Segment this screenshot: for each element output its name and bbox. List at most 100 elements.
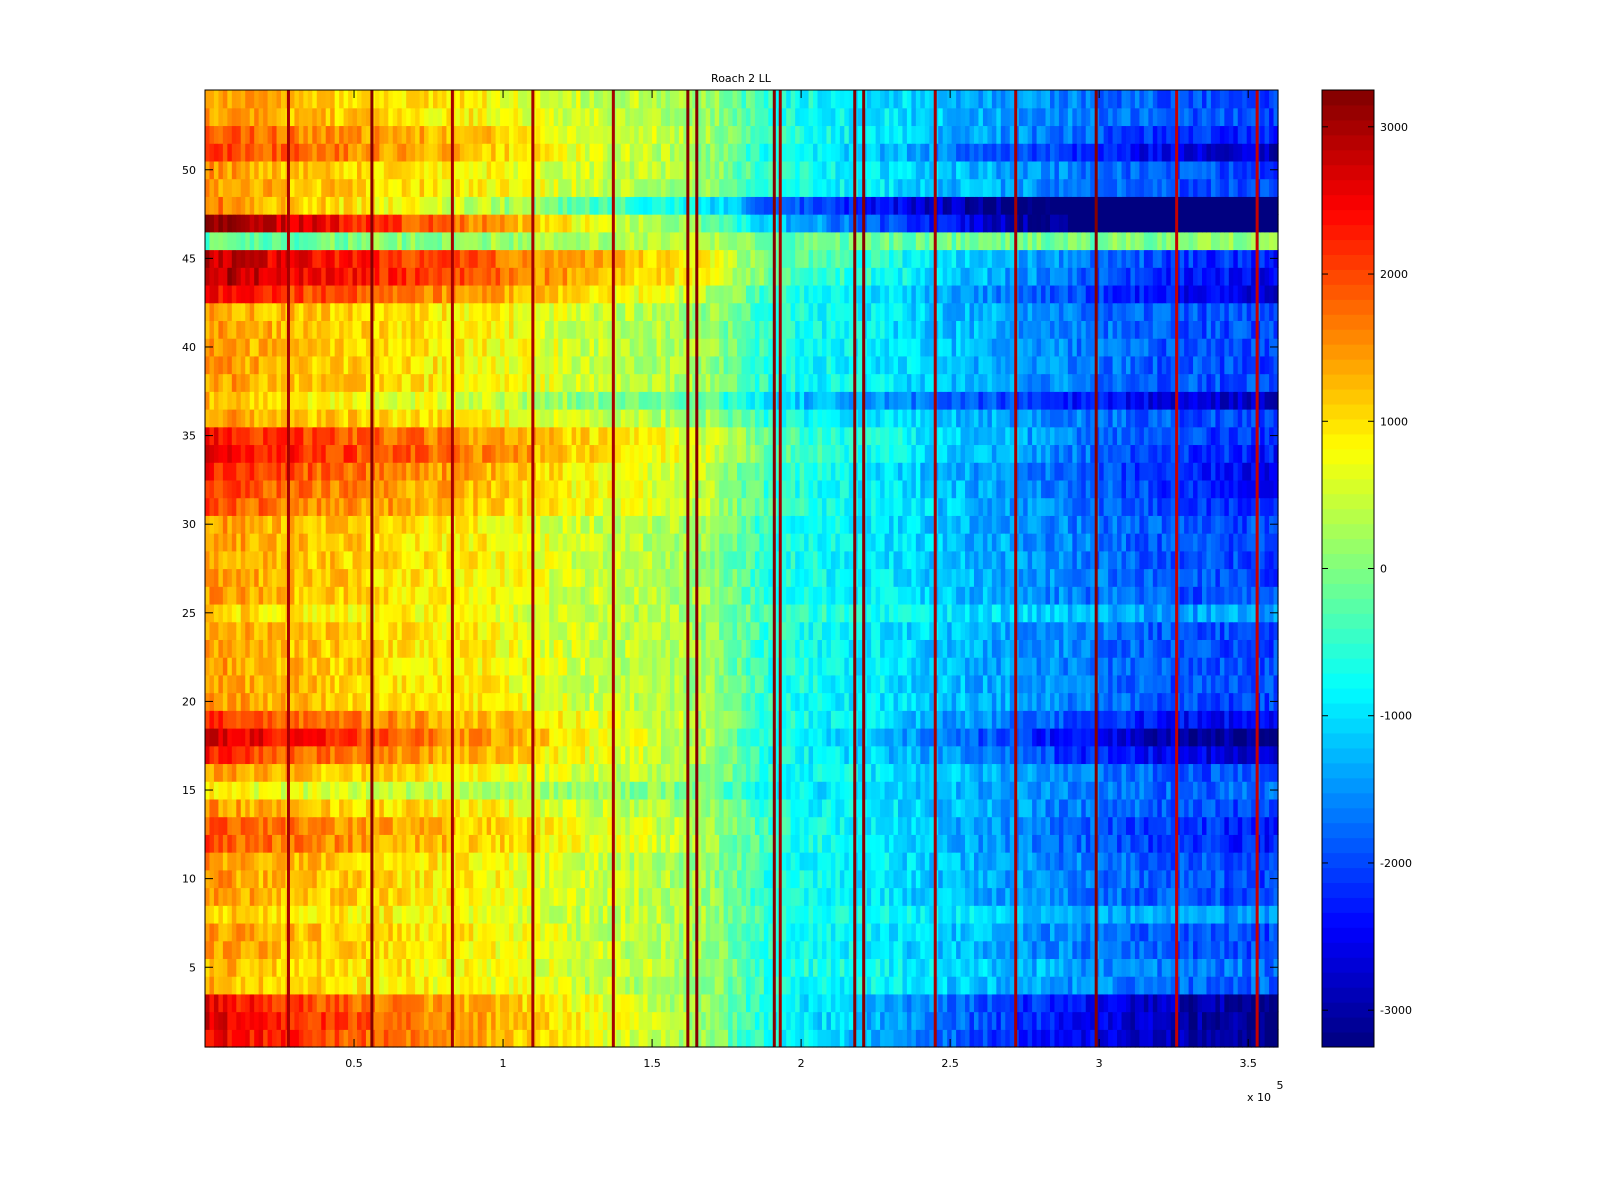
heatmap-cell xyxy=(316,993,322,1013)
heatmap-cell xyxy=(509,922,515,942)
heatmap-cell xyxy=(920,816,926,835)
heatmap-cell xyxy=(781,958,787,977)
heatmap-cell xyxy=(759,993,765,1013)
heatmap-cell xyxy=(1032,674,1038,694)
heatmap-cell xyxy=(665,674,671,694)
heatmap-cell xyxy=(982,798,988,818)
heatmap-cell xyxy=(638,958,644,977)
heatmap-cell xyxy=(897,852,904,871)
heatmap-cell xyxy=(835,781,841,800)
heatmap-cell xyxy=(267,692,273,711)
heatmap-cell xyxy=(625,993,631,1013)
heatmap-cell xyxy=(629,958,635,977)
heatmap-cell xyxy=(379,976,385,995)
heatmap-cell xyxy=(1157,940,1163,959)
heatmap-cell xyxy=(1045,852,1051,871)
heatmap-cell xyxy=(401,728,407,747)
heatmap-cell xyxy=(571,1029,577,1048)
heatmap-cell xyxy=(924,976,930,995)
heatmap-cell xyxy=(701,852,707,871)
heatmap-cell xyxy=(665,692,671,711)
heatmap-cell xyxy=(674,887,680,906)
heatmap-cell xyxy=(1251,745,1257,765)
heatmap-cell xyxy=(406,1011,412,1030)
heatmap-cell xyxy=(276,1029,282,1048)
heatmap-cell xyxy=(379,869,385,889)
heatmap-cell xyxy=(249,905,255,924)
heatmap-cell xyxy=(848,674,854,694)
heatmap-cell xyxy=(495,816,501,835)
heatmap-cell xyxy=(1063,781,1069,800)
heatmap-cell xyxy=(433,728,439,747)
heatmap-cell xyxy=(1260,728,1266,747)
heatmap-cell xyxy=(567,905,573,924)
heatmap-cell xyxy=(272,905,278,924)
heatmap-cell xyxy=(942,1029,948,1048)
heatmap-cell xyxy=(392,728,398,747)
heatmap-cell xyxy=(745,887,752,906)
heatmap-cell xyxy=(1108,940,1114,959)
heatmap-cell xyxy=(240,905,246,924)
heatmap-cell xyxy=(714,993,720,1013)
heatmap-cell xyxy=(517,922,524,942)
heatmap-cell xyxy=(254,905,260,924)
heatmap-cell xyxy=(710,834,716,853)
heatmap-cell xyxy=(889,745,895,765)
heatmap-cell xyxy=(1228,781,1234,800)
heatmap-cell xyxy=(553,816,559,835)
heatmap-cell xyxy=(1260,905,1266,924)
heatmap-cell xyxy=(889,993,895,1013)
heatmap-cell xyxy=(629,816,635,835)
heatmap-cell xyxy=(866,993,872,1013)
heatmap-cell xyxy=(1045,976,1051,995)
heatmap-cell xyxy=(880,905,886,924)
heatmap-cell xyxy=(768,976,774,995)
heatmap-cell xyxy=(468,1029,474,1048)
heatmap-cell xyxy=(316,1029,322,1048)
heatmap-cell xyxy=(401,816,407,835)
heatmap-cell xyxy=(553,887,559,906)
heatmap-cell xyxy=(227,763,233,782)
heatmap-cell xyxy=(924,940,930,959)
heatmap-cell xyxy=(1206,905,1212,924)
heatmap-cell xyxy=(652,1011,658,1030)
heatmap-cell xyxy=(911,1029,917,1048)
heatmap-cell xyxy=(424,905,430,924)
heatmap-cell xyxy=(978,692,984,711)
heatmap-cell xyxy=(951,976,957,995)
heatmap-cell xyxy=(1246,869,1252,889)
heatmap-cell xyxy=(714,852,720,871)
heatmap-cell xyxy=(361,834,367,853)
heatmap-cell xyxy=(661,781,667,800)
heatmap-cell xyxy=(969,763,975,782)
heatmap-cell xyxy=(1103,940,1109,959)
heatmap-cell xyxy=(902,869,908,889)
heatmap-cell xyxy=(826,745,832,765)
heatmap-cell xyxy=(960,852,966,871)
heatmap-cell xyxy=(540,834,546,853)
heatmap-cell xyxy=(240,887,246,906)
heatmap-cell xyxy=(1081,763,1087,782)
heatmap-cell xyxy=(1161,976,1167,995)
heatmap-cell xyxy=(920,958,926,977)
heatmap-cell xyxy=(1117,905,1123,924)
heatmap-cell xyxy=(911,692,917,711)
heatmap-cell xyxy=(947,852,953,871)
heatmap-cell xyxy=(1193,887,1199,906)
heatmap-cell xyxy=(549,958,555,977)
heatmap-cell xyxy=(884,940,890,959)
heatmap-cell xyxy=(325,993,331,1013)
heatmap-cell xyxy=(714,834,720,853)
heatmap-cell xyxy=(1125,940,1132,959)
heatmap-cell xyxy=(209,816,215,835)
heatmap-cell xyxy=(920,834,926,853)
heatmap-cell xyxy=(325,922,331,942)
heatmap-cell xyxy=(222,993,228,1013)
heatmap-cell xyxy=(799,710,805,729)
heatmap-cell xyxy=(929,745,935,765)
heatmap-cell xyxy=(500,1029,506,1048)
heatmap-cell xyxy=(1233,728,1239,747)
heatmap-cell xyxy=(482,674,488,694)
heatmap-cell xyxy=(1273,728,1279,747)
heatmap-cell xyxy=(205,710,211,729)
